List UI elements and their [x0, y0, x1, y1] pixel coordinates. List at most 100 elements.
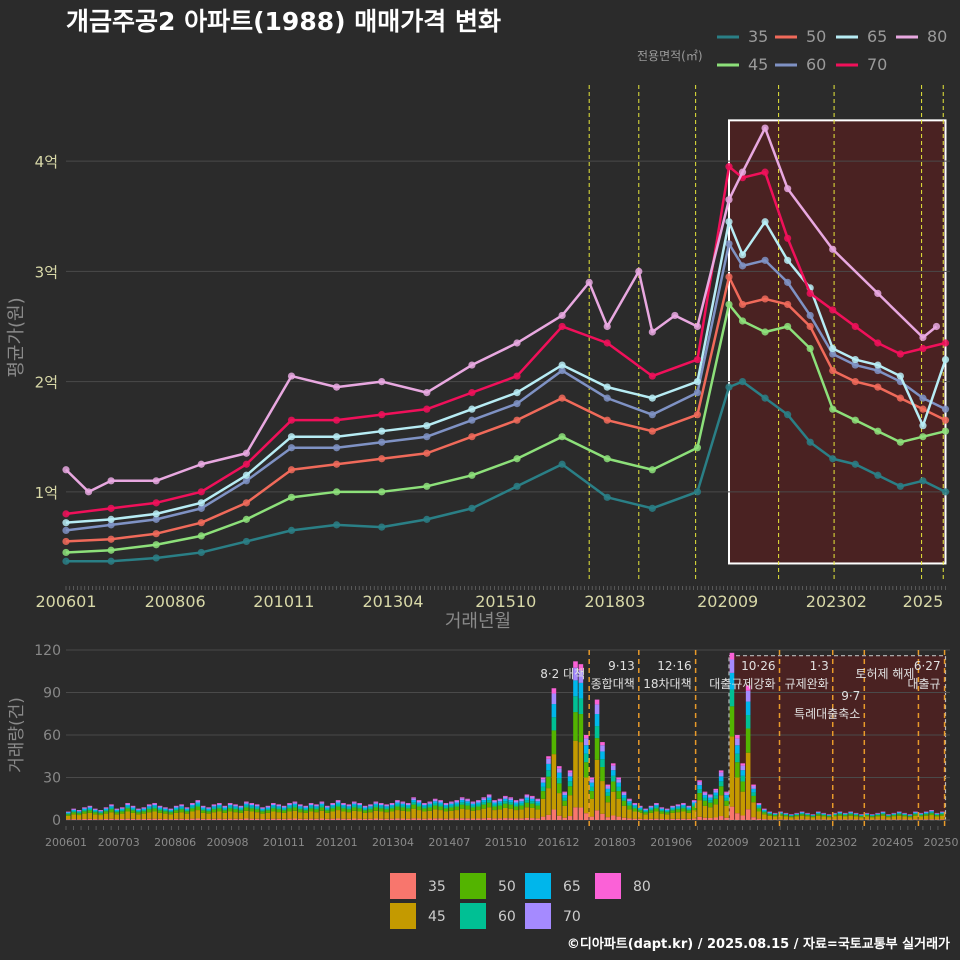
bar-segment-45 [540, 798, 546, 817]
bar-segment-80 [432, 798, 438, 800]
bar-segment-50 [913, 814, 918, 816]
data-point [725, 218, 733, 226]
bar-segment-60 [405, 806, 411, 809]
bar-segment-65 [864, 813, 870, 815]
data-point [152, 515, 160, 523]
bar-segment-35 [486, 817, 492, 820]
bar-segment-45 [222, 812, 228, 819]
bar-segment-45 [664, 814, 670, 820]
volume-bar [745, 685, 751, 820]
volume-bar [859, 814, 864, 820]
bar-segment-50 [718, 786, 724, 796]
bar-segment-70 [513, 800, 519, 803]
data-point [784, 234, 792, 242]
volume-bar [940, 811, 945, 820]
bar-segment-60 [789, 815, 794, 817]
policy-label: 8·2 대책 [540, 666, 585, 681]
volume-bar [724, 791, 729, 820]
volume-bar [357, 803, 362, 820]
bar-segment-45 [643, 814, 648, 820]
y-tick-label: 90 [43, 686, 61, 702]
bar-segment-70 [735, 738, 740, 746]
bar-segment-60 [459, 802, 465, 805]
bar-segment-50 [810, 816, 816, 818]
bar-segment-65 [271, 805, 276, 807]
bar-segment-60 [87, 808, 93, 811]
bar-segment-60 [648, 808, 654, 811]
bar-segment-35 [362, 818, 368, 820]
bar-segment-45 [416, 810, 422, 819]
bar-segment-50 [940, 814, 945, 816]
bar-segment-35 [206, 818, 211, 820]
bar-segment-65 [438, 802, 443, 805]
bar-segment-45 [303, 812, 308, 819]
bar-segment-50 [664, 812, 670, 815]
bar-segment-65 [476, 802, 481, 805]
bar-segment-65 [551, 704, 557, 718]
bar-segment-50 [654, 808, 659, 812]
bar-segment-60 [368, 807, 373, 810]
data-point [761, 168, 769, 176]
bar-segment-65 [238, 807, 244, 809]
bar-segment-80 [341, 803, 346, 804]
volume-bar [842, 812, 848, 820]
bar-segment-45 [373, 810, 379, 819]
data-point [152, 510, 160, 518]
data-point [197, 548, 205, 557]
bar-segment-65 [179, 806, 184, 808]
volume-bar [627, 798, 632, 820]
x-tick-label: 200806 [154, 836, 196, 849]
bar-segment-50 [934, 815, 940, 817]
bar-segment-80 [357, 803, 362, 804]
bar-segment-80 [87, 805, 93, 807]
bar-segment-70 [125, 803, 130, 806]
bar-segment-65 [670, 807, 675, 809]
bar-segment-45 [767, 815, 773, 820]
bar-segment-35 [675, 818, 681, 820]
data-point [333, 444, 341, 452]
volume-bar [697, 780, 702, 820]
data-point [874, 427, 882, 435]
volume-bar [869, 814, 875, 820]
bar-segment-45 [821, 816, 826, 820]
volume-bar [443, 803, 449, 820]
bar-segment-35 [438, 818, 443, 820]
data-point [829, 350, 837, 358]
data-point [152, 554, 160, 562]
bar-segment-35 [378, 818, 384, 820]
legend-label-65: 65 [867, 27, 887, 46]
bar-segment-70 [254, 805, 260, 807]
bar-segment-45 [659, 813, 665, 819]
bar-segment-65 [778, 812, 783, 814]
bar-segment-50 [789, 816, 794, 818]
bar-segment-50 [260, 811, 265, 814]
bar-segment-45 [173, 812, 179, 819]
bar-segment-50 [411, 804, 416, 809]
bar-segment-70 [217, 803, 222, 806]
bar-segment-70 [362, 806, 368, 808]
bar-segment-65 [535, 801, 541, 804]
data-point [378, 427, 386, 435]
bar-segment-70 [227, 803, 233, 806]
bar-segment-35 [600, 813, 605, 820]
bar-segment-35 [632, 818, 638, 820]
data-point [941, 416, 950, 424]
bar-segment-70 [621, 792, 627, 796]
bar-segment-35 [98, 819, 103, 820]
bar-segment-65 [735, 745, 740, 754]
bar-segment-70 [664, 809, 670, 811]
bar-segment-80 [119, 807, 125, 808]
bar-segment-80 [524, 794, 530, 796]
bar-segment-50 [303, 810, 308, 813]
bar-segment-80 [745, 685, 751, 691]
volume-bar [815, 811, 821, 820]
bar-segment-70 [324, 806, 330, 808]
bar-segment-60 [540, 786, 546, 792]
bar-segment-60 [654, 806, 659, 809]
bar-segment-50 [298, 809, 303, 813]
bar-segment-45 [319, 810, 325, 819]
data-point [84, 488, 93, 496]
bar-segment-45 [314, 812, 319, 819]
bar-segment-45 [362, 812, 368, 819]
data-point [287, 466, 296, 474]
